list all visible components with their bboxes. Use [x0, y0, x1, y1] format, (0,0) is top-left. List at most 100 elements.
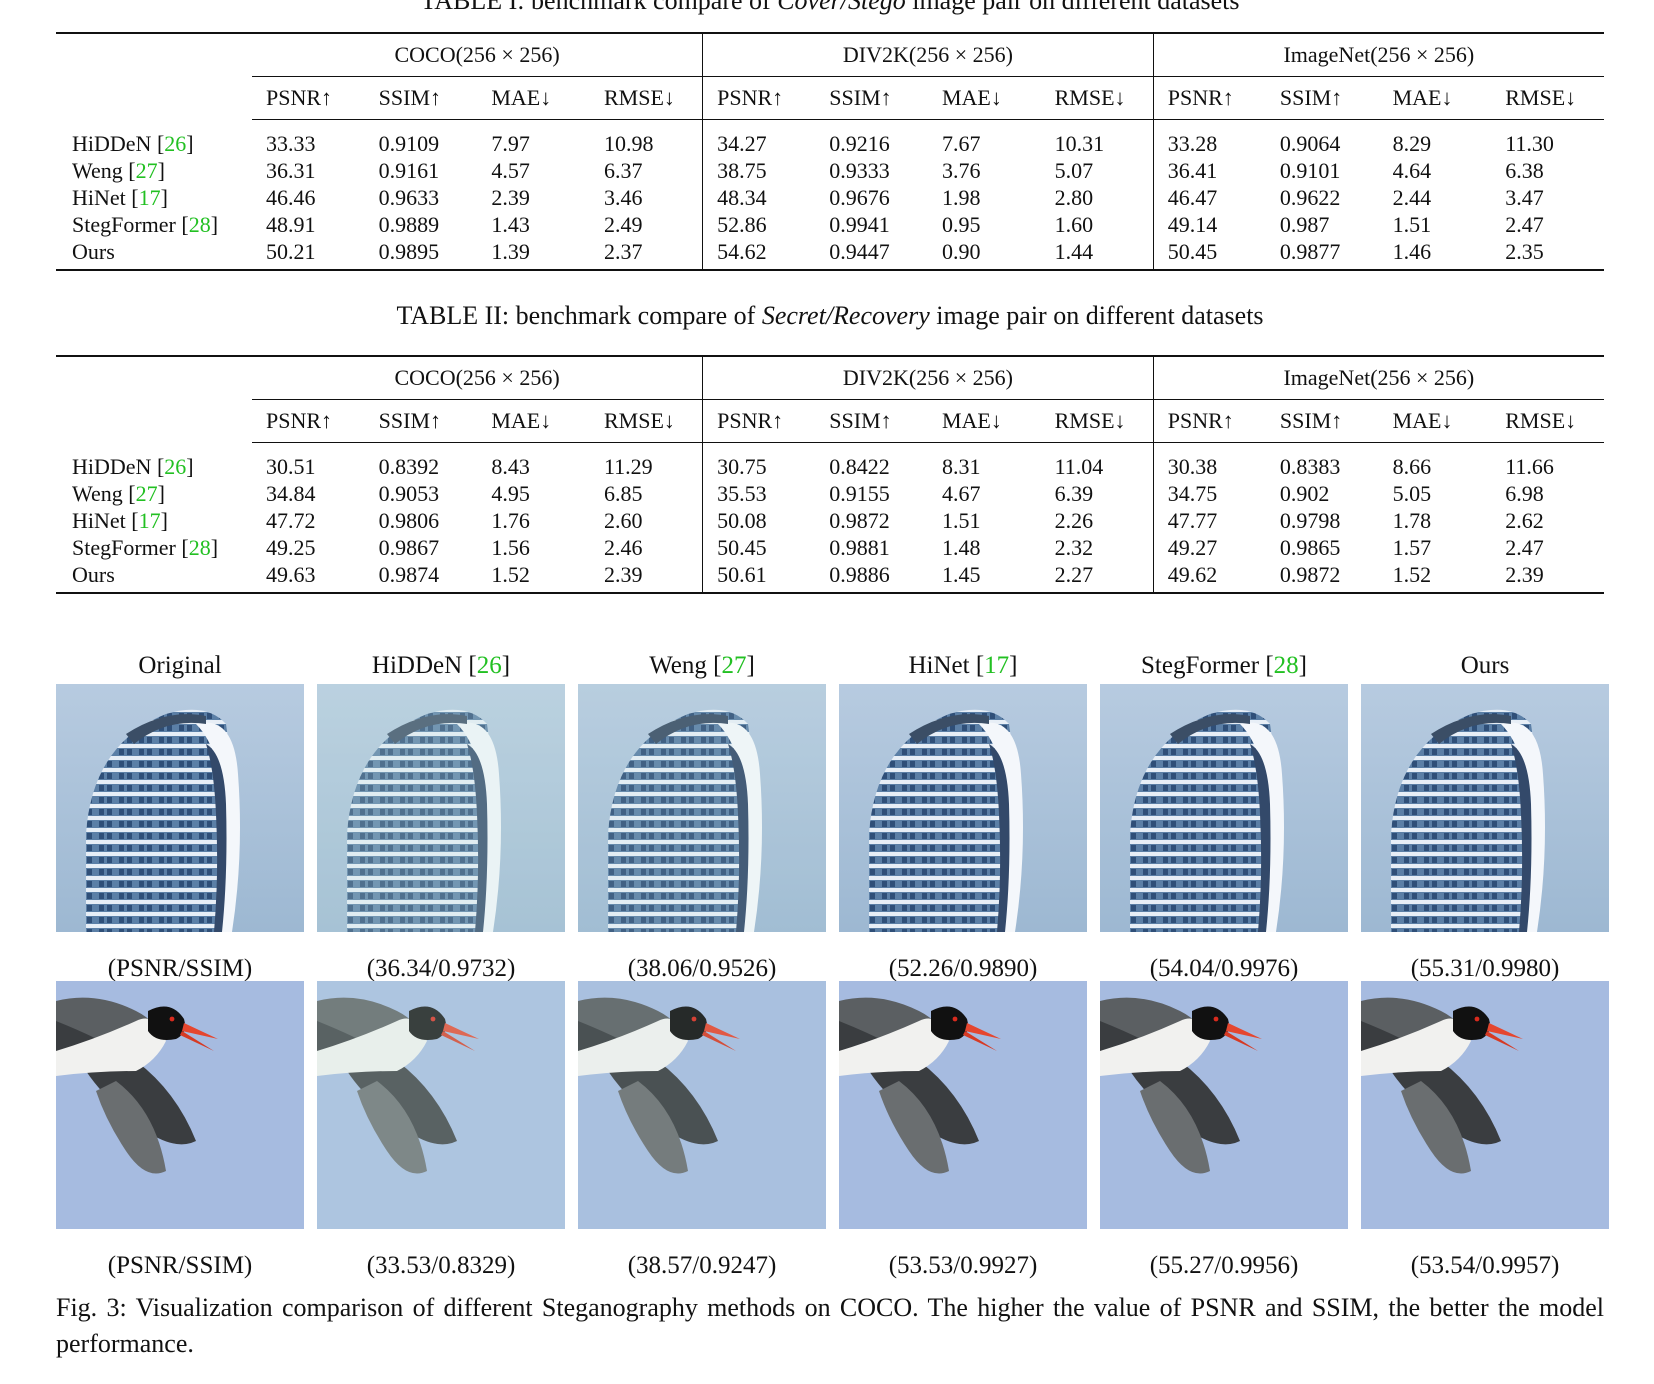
method-name: Weng [27] [72, 158, 165, 183]
metric-value: 4.67 [941, 481, 981, 506]
metric-value: 48.34 [702, 184, 816, 211]
method-name: HiDDeN [26] [72, 130, 194, 156]
citation-link[interactable]: 17 [984, 652, 1010, 679]
metric-value: 49.63 [252, 561, 365, 594]
metric-value: 2.37 [589, 238, 703, 271]
metric-value: 11.30 [1505, 131, 1554, 156]
metric-value: 11.29 [603, 454, 653, 479]
metric-value: 2.27 [1040, 561, 1154, 594]
method-label: Ours [72, 562, 115, 587]
method-label: Ours [72, 239, 115, 264]
metric-value: 0.9867 [378, 535, 440, 560]
building-image [317, 684, 565, 932]
metric-value: 0.8383 [1279, 454, 1341, 479]
corner-cell [56, 400, 252, 443]
citation-link[interactable]: 17 [138, 508, 161, 533]
metric-value: 6.98 [1505, 481, 1544, 506]
method-label: HiNet [72, 185, 126, 210]
metric-value: 10.98 [603, 131, 654, 156]
metric-value: 54.62 [702, 238, 816, 271]
metric-value: 6.38 [1505, 158, 1544, 183]
table-row: StegFormer [28] 48.91 0.9889 1.43 2.49 52.86 0… [56, 211, 1604, 238]
method-label: Weng [72, 158, 123, 183]
metric-value: 8.29 [1392, 131, 1432, 156]
metric-value: 34.84 [266, 481, 316, 506]
metric-value: 11.66 [1505, 454, 1554, 479]
metric-header: MAE↓ [927, 76, 1041, 120]
citation-link[interactable]: 28 [188, 212, 211, 237]
metric-value: 1.52 [477, 561, 590, 594]
method-name: HiDDeN [26] [72, 453, 194, 479]
method-name: StegFormer [28] [72, 212, 219, 237]
table-row: HiNet [17] 47.72 0.9806 1.76 2.60 50.08 0.9872… [56, 507, 1604, 534]
table1-grid: COCO(256 × 256) DIV2K(256 × 256) ImageNet(… [56, 32, 1604, 271]
metric-value: 50.45 [1152, 238, 1266, 271]
metric-value: 10.31 [1054, 131, 1105, 156]
table2-grid: COCO(256 × 256) DIV2K(256 × 256) ImageNet(… [56, 355, 1604, 594]
metric-value: 47.77 [1152, 507, 1266, 534]
metric-value: 1.76 [491, 508, 530, 533]
method-label: StegFormer [72, 212, 176, 237]
citation-link[interactable]: 28 [188, 535, 211, 560]
table2-caption-prefix: TABLE II: benchmark compare of [396, 301, 762, 330]
metric-header: SSIM↑ [815, 399, 928, 443]
metric-header: SSIM↑ [364, 399, 478, 443]
table-row: HiNet [17] 46.46 0.9633 2.39 3.46 48.34 0.9676… [56, 184, 1604, 211]
column-title: StegFormer [28] [1141, 652, 1307, 679]
metric-value: 1.56 [491, 535, 530, 560]
score-label: (PSNR/SSIM) [107, 1252, 253, 1279]
metric-value: 8.66 [1392, 454, 1432, 479]
metric-value: 49.25 [266, 535, 316, 560]
metric-value: 7.67 [941, 131, 981, 156]
method-name: Ours [56, 238, 252, 271]
metric-value: 38.75 [702, 157, 816, 184]
citation-link[interactable]: 17 [138, 185, 161, 210]
metric-value: 4.64 [1392, 158, 1432, 183]
metric-value: 0.902 [1279, 481, 1330, 506]
citation-link[interactable]: 27 [135, 481, 158, 506]
metric-value: 2.32 [1054, 535, 1094, 560]
citation-link[interactable]: 26 [164, 130, 187, 156]
table1: COCO(256 × 256) DIV2K(256 × 256) ImageNet(… [56, 32, 1604, 271]
metric-value: 11.04 [1054, 454, 1104, 479]
method-label: HiDDeN [72, 130, 152, 156]
table-row: Weng [27] 36.31 0.9161 4.57 6.37 38.75 0.9333 3… [56, 157, 1604, 184]
metric-value: 46.47 [1152, 184, 1266, 211]
metric-value: 2.62 [1505, 508, 1544, 533]
metric-value: 1.60 [1054, 212, 1094, 237]
metric-value: 6.37 [603, 158, 643, 183]
metric-value: 0.9101 [1279, 158, 1341, 183]
citation-link[interactable]: 27 [721, 652, 747, 679]
score-label: (54.04/0.9976) [1149, 955, 1299, 982]
metric-header: PSNR↑ [702, 76, 816, 120]
metric-value: 36.31 [266, 158, 316, 183]
building-image [1361, 684, 1609, 932]
metric-value: 0.9633 [378, 185, 440, 210]
metric-value: 30.38 [1152, 442, 1266, 480]
citation-link[interactable]: 26 [476, 652, 502, 679]
citation-link[interactable]: 28 [1273, 652, 1299, 679]
table1-caption: TABLE I: benchmark compare of Cover/Steg… [56, 0, 1604, 16]
metric-value: 2.39 [589, 561, 703, 594]
table-row: Weng [27] 34.84 0.9053 4.95 6.85 35.53 0.9155 4… [56, 480, 1604, 507]
metric-value: 0.9806 [378, 508, 440, 533]
column-title-label: HiDDeN [371, 652, 463, 679]
method-name: Ours [56, 561, 252, 594]
score-label: (38.57/0.9247) [627, 1252, 777, 1279]
metric-header: RMSE↓ [589, 399, 703, 443]
method-label: StegFormer [72, 535, 176, 560]
metric-header: MAE↓ [1378, 399, 1492, 443]
metric-header: SSIM↑ [1265, 76, 1379, 120]
metric-value: 33.28 [1152, 119, 1266, 157]
score-label: (53.53/0.9927) [888, 1252, 1038, 1279]
metric-value: 0.90 [927, 238, 1041, 271]
metric-value: 34.27 [702, 119, 816, 157]
bird-image [1361, 981, 1609, 1229]
column-title-label: StegFormer [1141, 652, 1260, 679]
metric-value: 0.9333 [829, 158, 890, 183]
building-image [56, 684, 304, 932]
column-title-label: Ours [1460, 652, 1510, 679]
table1-caption-prefix: TABLE I: benchmark compare of [420, 0, 778, 15]
citation-link[interactable]: 27 [135, 158, 158, 183]
citation-link[interactable]: 26 [164, 453, 187, 479]
